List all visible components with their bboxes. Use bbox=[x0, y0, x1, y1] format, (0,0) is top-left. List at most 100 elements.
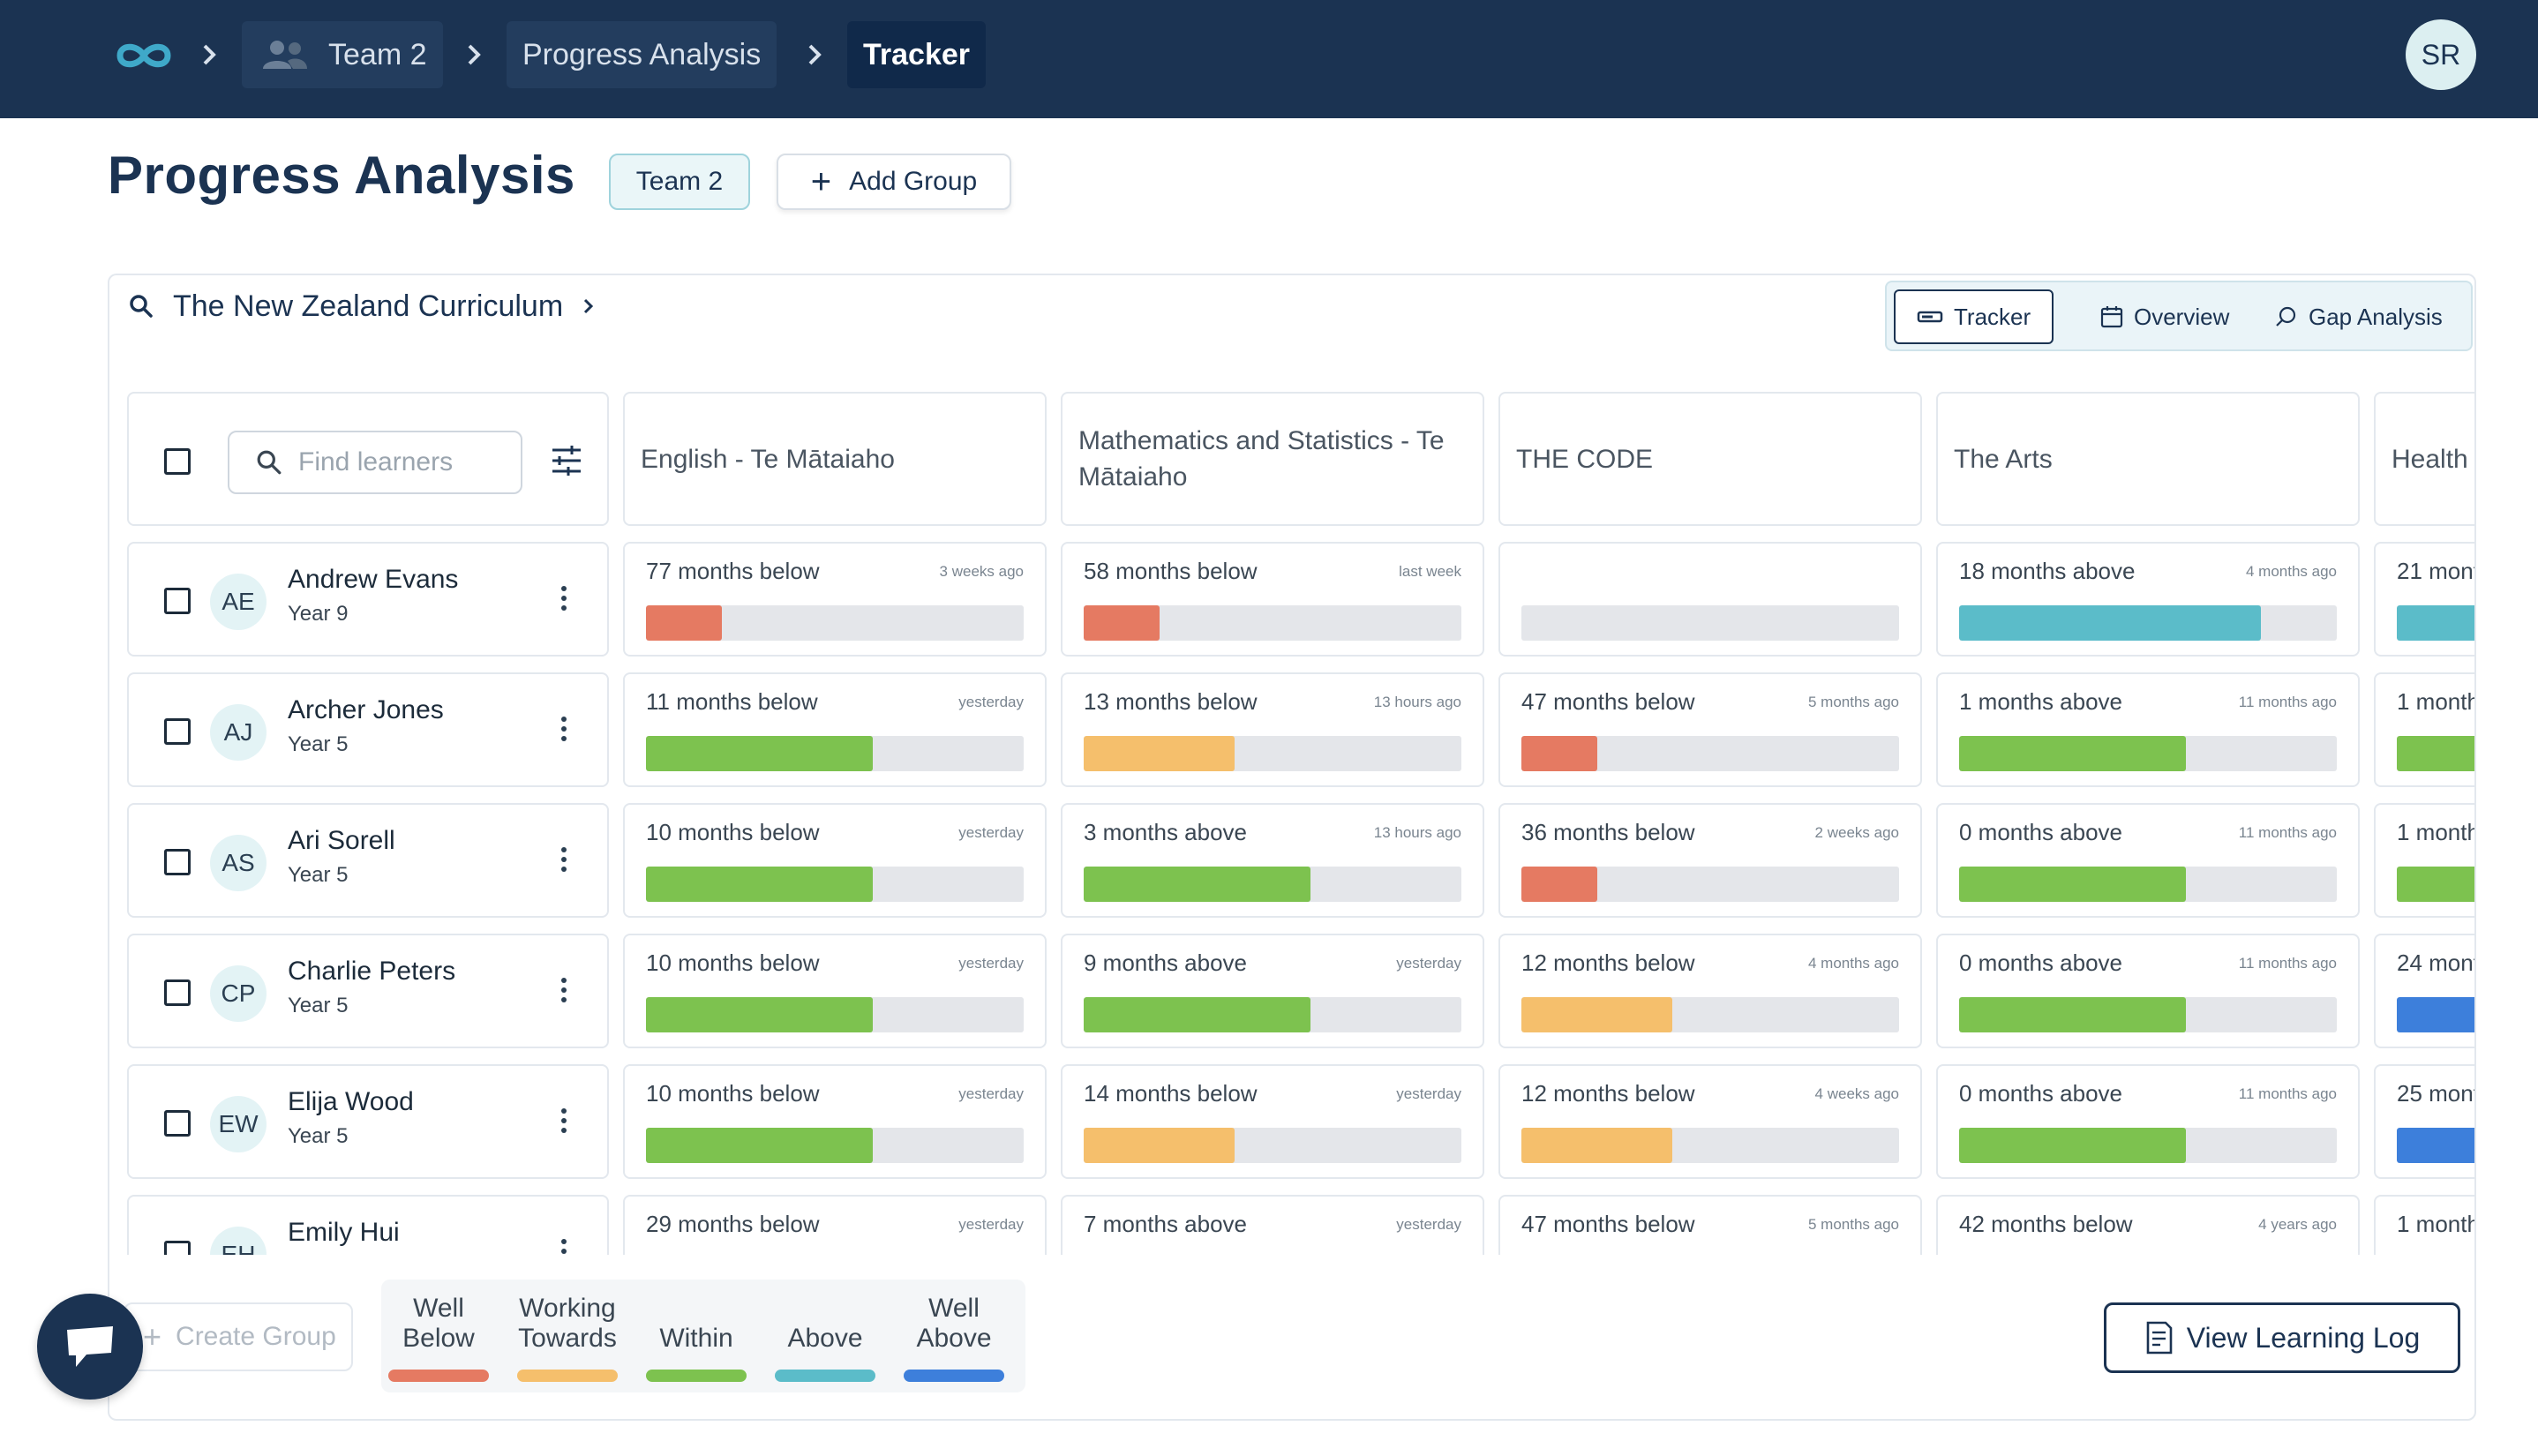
progress-cell[interactable]: 12 months below 4 months ago bbox=[1498, 934, 1922, 1048]
chat-support-button[interactable] bbox=[37, 1294, 143, 1400]
subject-header[interactable]: THE CODE bbox=[1498, 392, 1922, 526]
more-options-icon[interactable] bbox=[561, 586, 568, 616]
progress-cell[interactable]: 1 months above bbox=[2374, 672, 2474, 787]
tab-overview[interactable]: Overview bbox=[2079, 289, 2250, 344]
find-learners-input[interactable] bbox=[298, 447, 501, 477]
learner-name[interactable]: Charlie Peters bbox=[288, 957, 456, 986]
learner-cell[interactable]: CP Charlie Peters Year 5 bbox=[127, 934, 609, 1048]
more-options-icon[interactable] bbox=[561, 1108, 568, 1138]
learner-cell[interactable]: EH Emily Hui Year 5 bbox=[127, 1195, 609, 1255]
progress-bar bbox=[2397, 867, 2474, 902]
learner-cell[interactable]: EW Elija Wood Year 5 bbox=[127, 1064, 609, 1179]
more-options-icon[interactable] bbox=[561, 1239, 568, 1255]
progress-cell[interactable]: 3 months above 13 hours ago bbox=[1061, 803, 1484, 918]
learner-cell[interactable]: AS Ari Sorell Year 5 bbox=[127, 803, 609, 918]
subject-label: The Arts bbox=[1954, 444, 2053, 474]
progress-cell[interactable]: 13 months below 13 hours ago bbox=[1061, 672, 1484, 787]
progress-time: 11 months ago bbox=[2238, 694, 2337, 710]
breadcrumb-tracker-label: Tracker bbox=[863, 37, 970, 71]
tab-gap-analysis-label: Gap Analysis bbox=[2309, 303, 2443, 330]
subject-header[interactable]: English - Te Mātaiaho bbox=[623, 392, 1047, 526]
learner-name[interactable]: Emily Hui bbox=[288, 1218, 400, 1247]
learner-name[interactable]: Andrew Evans bbox=[288, 565, 459, 594]
progress-time: 3 weeks ago bbox=[939, 563, 1024, 580]
progress-cell[interactable]: 1 months above bbox=[2374, 803, 2474, 918]
search-icon bbox=[257, 450, 282, 475]
tracker-grid: English - Te Mātaiaho Mathematics and Sta… bbox=[124, 388, 2474, 1255]
progress-cell[interactable]: 1 months above 11 months ago bbox=[1936, 672, 2360, 787]
legend: Well Below Working Towards Within Above … bbox=[381, 1280, 1025, 1392]
learner-checkbox[interactable] bbox=[164, 718, 191, 745]
progress-time: last week bbox=[1399, 563, 1461, 580]
user-avatar[interactable]: SR bbox=[2406, 19, 2476, 90]
tab-tracker[interactable]: Tracker bbox=[1894, 289, 2054, 344]
legend-working-towards: Working Towards bbox=[517, 1292, 618, 1382]
add-group-button[interactable]: + Add Group bbox=[777, 154, 1011, 210]
progress-cell[interactable]: 11 months below yesterday bbox=[623, 672, 1047, 787]
progress-cell[interactable]: 10 months below yesterday bbox=[623, 803, 1047, 918]
progress-cell[interactable]: 12 months below 4 weeks ago bbox=[1498, 1064, 1922, 1179]
tab-gap-analysis[interactable]: Gap Analysis bbox=[2254, 289, 2464, 344]
progress-cell[interactable]: 24 months above bbox=[2374, 934, 2474, 1048]
learner-cell[interactable]: AJ Archer Jones Year 5 bbox=[127, 672, 609, 787]
progress-cell[interactable]: 77 months below 3 weeks ago bbox=[623, 542, 1047, 657]
learner-checkbox[interactable] bbox=[164, 1241, 191, 1255]
progress-cell[interactable]: 9 months above yesterday bbox=[1061, 934, 1484, 1048]
learner-name[interactable]: Archer Jones bbox=[288, 695, 444, 724]
progress-bar-fill bbox=[1959, 736, 2186, 771]
more-options-icon[interactable] bbox=[561, 847, 568, 877]
progress-bar-fill bbox=[646, 867, 873, 902]
view-learning-log-label: View Learning Log bbox=[2186, 1321, 2421, 1354]
progress-bar-fill bbox=[1959, 997, 2186, 1032]
learner-checkbox[interactable] bbox=[164, 1110, 191, 1137]
select-all-checkbox[interactable] bbox=[164, 448, 191, 475]
team-chip[interactable]: Team 2 bbox=[609, 154, 750, 210]
progress-cell[interactable]: 1 months above bbox=[2374, 1195, 2474, 1255]
progress-cell[interactable]: 47 months below 5 months ago bbox=[1498, 672, 1922, 787]
view-learning-log-button[interactable]: View Learning Log bbox=[2104, 1302, 2460, 1373]
progress-cell[interactable]: 0 months above 11 months ago bbox=[1936, 1064, 2360, 1179]
subject-header[interactable]: The Arts bbox=[1936, 392, 2360, 526]
progress-cell[interactable]: 10 months below yesterday bbox=[623, 934, 1047, 1048]
infinity-logo-icon[interactable] bbox=[113, 35, 175, 76]
progress-bar-fill bbox=[1521, 867, 1597, 902]
more-options-icon[interactable] bbox=[561, 978, 568, 1008]
progress-cell[interactable]: 21 months above bbox=[2374, 542, 2474, 657]
progress-cell[interactable]: 36 months below 2 weeks ago bbox=[1498, 803, 1922, 918]
progress-cell[interactable]: 10 months below yesterday bbox=[623, 1064, 1047, 1179]
progress-time: 2 weeks ago bbox=[1814, 824, 1899, 841]
progress-cell[interactable]: 7 months above yesterday bbox=[1061, 1195, 1484, 1255]
legend-label: Well Above bbox=[916, 1294, 992, 1353]
progress-cell[interactable]: 18 months above 4 months ago bbox=[1936, 542, 2360, 657]
progress-cell[interactable]: 42 months below 4 years ago bbox=[1936, 1195, 2360, 1255]
progress-text: 1 months above bbox=[2397, 819, 2474, 845]
breadcrumb-tracker[interactable]: Tracker bbox=[847, 21, 986, 88]
filter-sliders-icon[interactable] bbox=[549, 443, 584, 478]
progress-cell[interactable] bbox=[1498, 542, 1922, 657]
progress-cell[interactable]: 47 months below 5 months ago bbox=[1498, 1195, 1922, 1255]
progress-time: yesterday bbox=[958, 955, 1024, 972]
progress-cell[interactable]: 0 months above 11 months ago bbox=[1936, 803, 2360, 918]
create-group-button[interactable]: + Create Group bbox=[124, 1302, 353, 1371]
subject-label: Health and Physical Education bbox=[2392, 444, 2474, 474]
learner-name[interactable]: Elija Wood bbox=[288, 1087, 414, 1116]
progress-cell[interactable]: 0 months above 11 months ago bbox=[1936, 934, 2360, 1048]
progress-cell[interactable]: 58 months below last week bbox=[1061, 542, 1484, 657]
more-options-icon[interactable] bbox=[561, 717, 568, 747]
learner-checkbox[interactable] bbox=[164, 979, 191, 1006]
progress-bar bbox=[1084, 1128, 1461, 1163]
progress-cell[interactable]: 29 months below yesterday bbox=[623, 1195, 1047, 1255]
learner-name[interactable]: Ari Sorell bbox=[288, 826, 395, 855]
legend-label: Well Below bbox=[402, 1294, 475, 1353]
progress-cell[interactable]: 25 months above bbox=[2374, 1064, 2474, 1179]
curriculum-selector[interactable]: The New Zealand Curriculum bbox=[129, 284, 597, 328]
subject-header[interactable]: Health and Physical Education bbox=[2374, 392, 2474, 526]
find-learners-field[interactable] bbox=[228, 431, 522, 494]
subject-header[interactable]: Mathematics and Statistics - Te Mātaiaho bbox=[1061, 392, 1484, 526]
breadcrumb-team[interactable]: Team 2 bbox=[242, 21, 443, 88]
progress-cell[interactable]: 14 months below yesterday bbox=[1061, 1064, 1484, 1179]
learner-cell[interactable]: AE Andrew Evans Year 9 bbox=[127, 542, 609, 657]
learner-checkbox[interactable] bbox=[164, 588, 191, 614]
learner-checkbox[interactable] bbox=[164, 849, 191, 875]
breadcrumb-progress-analysis[interactable]: Progress Analysis bbox=[507, 21, 777, 88]
